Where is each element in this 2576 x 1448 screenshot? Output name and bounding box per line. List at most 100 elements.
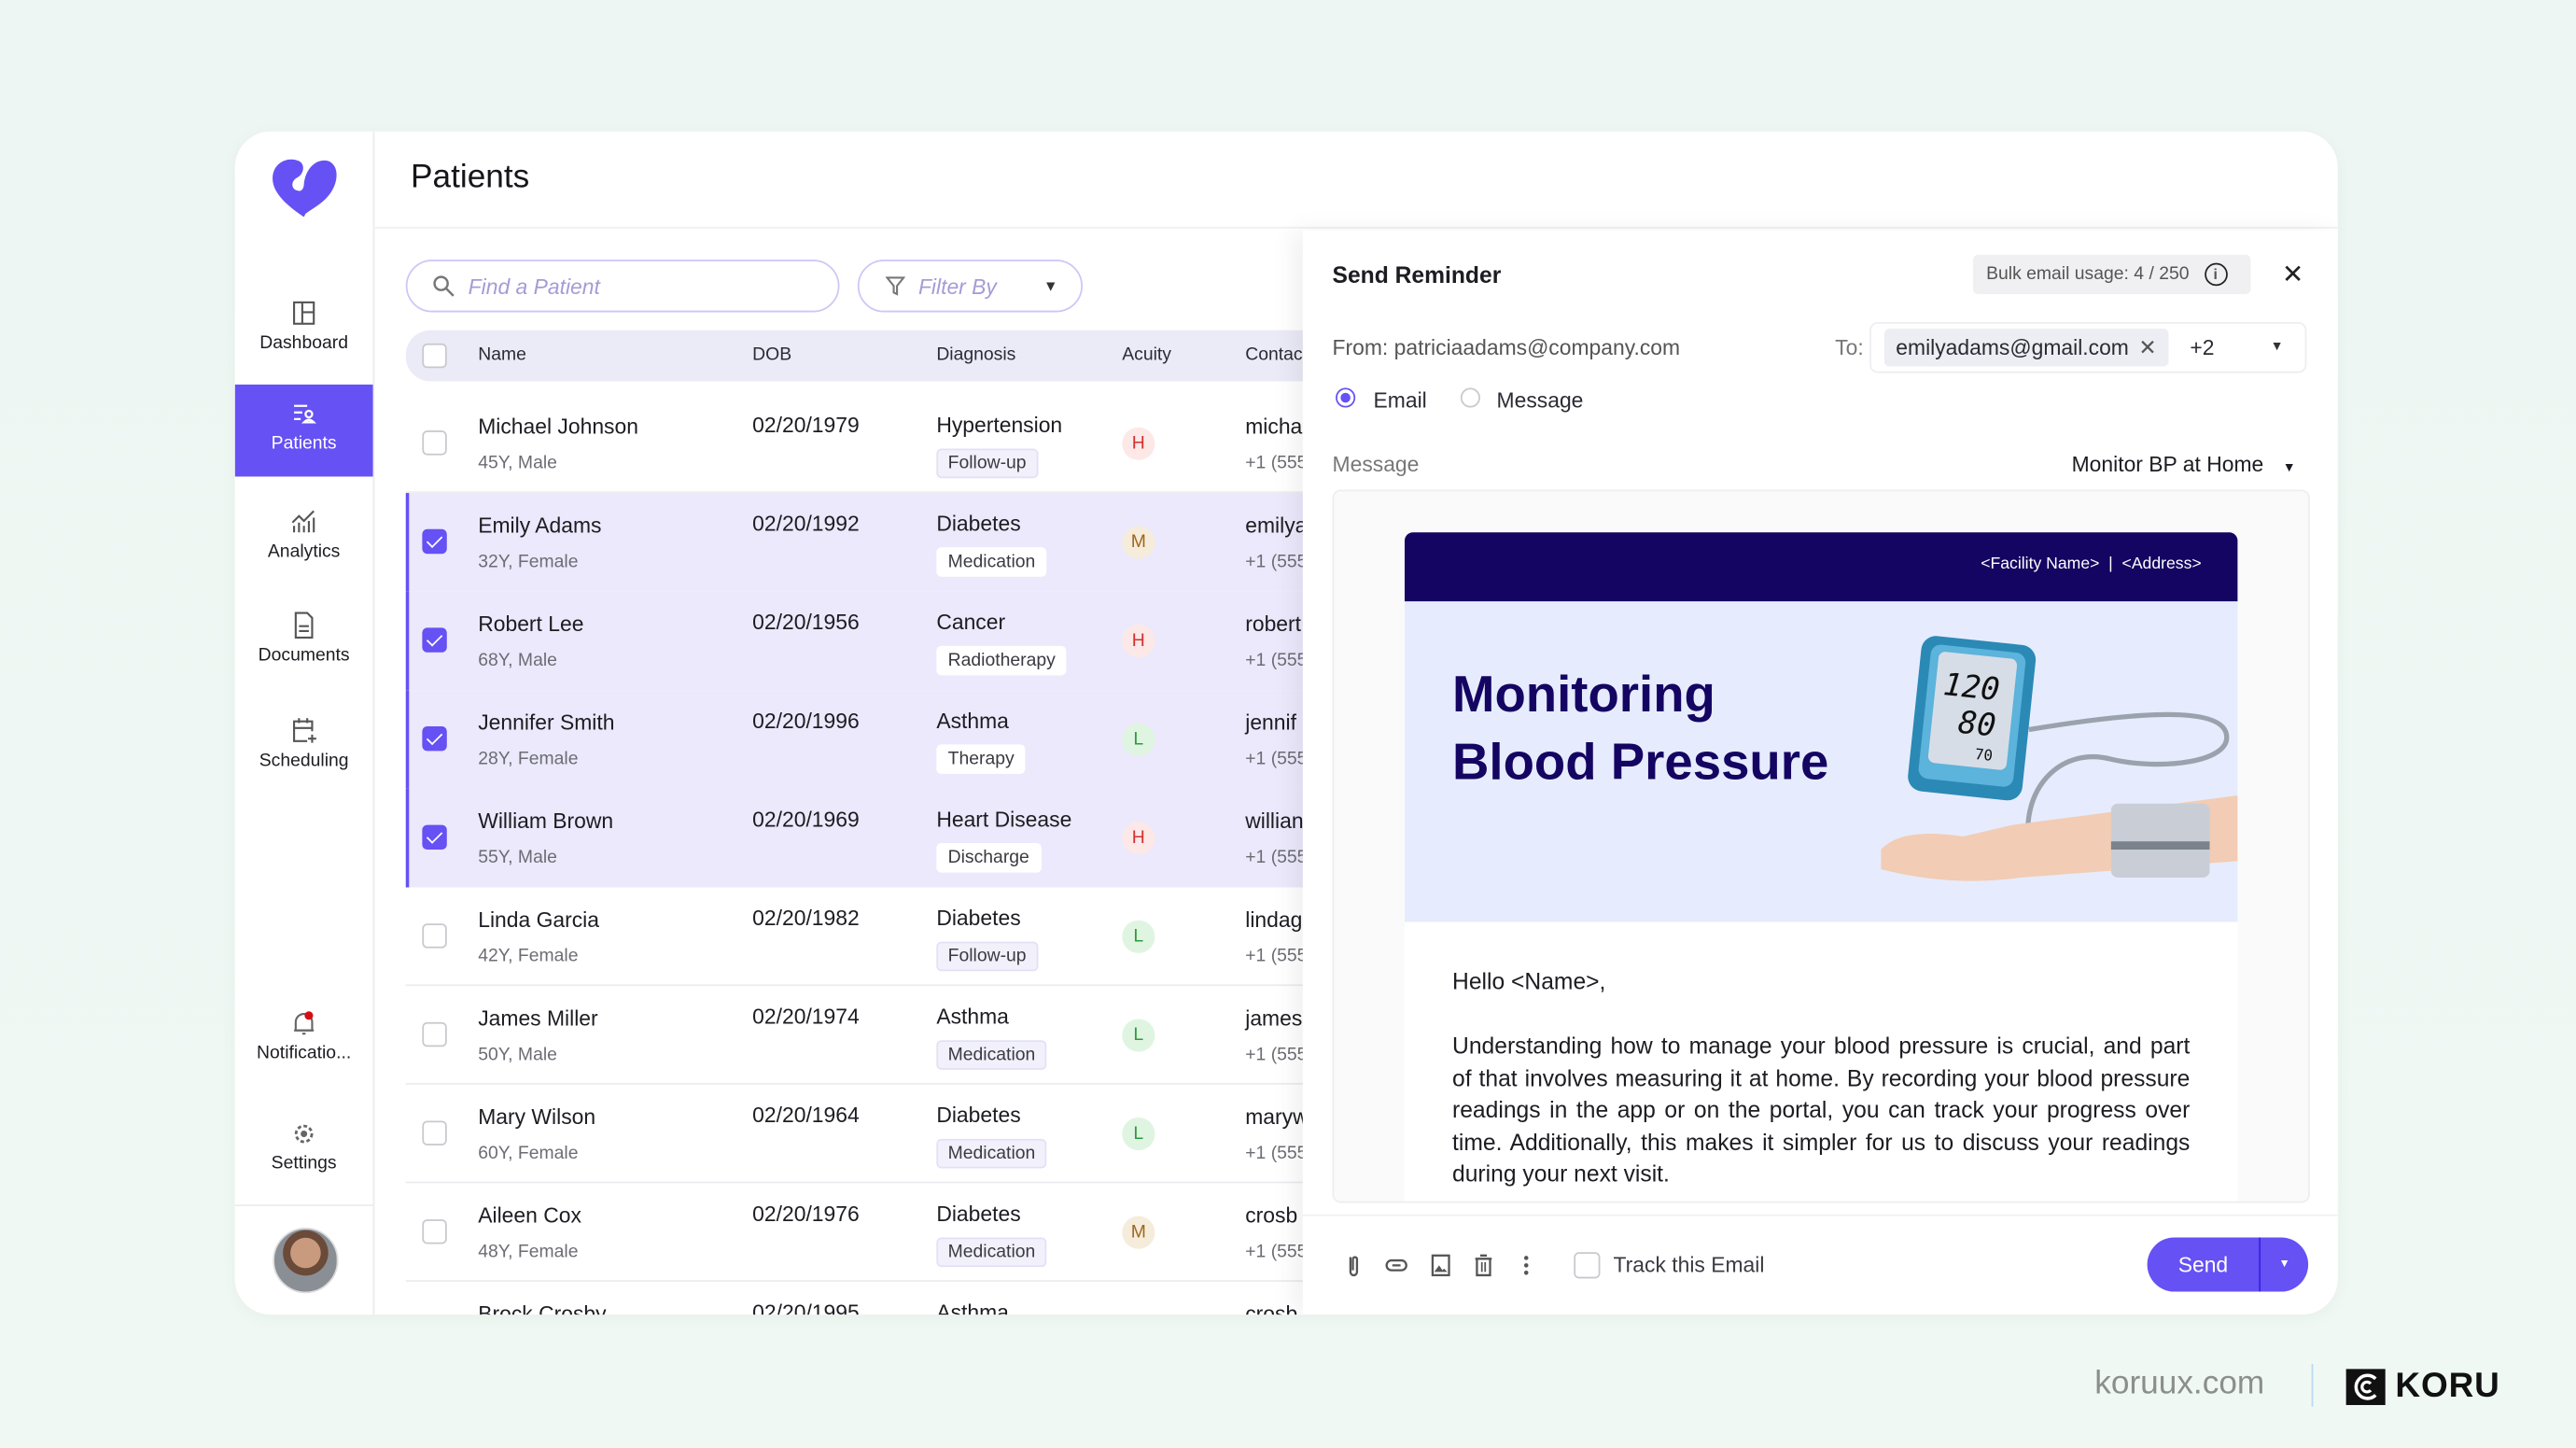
to-label: To: — [1835, 335, 1864, 360]
analytics-icon — [291, 510, 315, 533]
email-body-text: Understanding how to manage your blood p… — [1452, 1032, 2191, 1187]
row-checkbox[interactable] — [422, 1120, 447, 1146]
patient-name[interactable]: William Brown — [478, 808, 614, 834]
column-header-acuity[interactable]: Acuity — [1122, 344, 1171, 365]
close-icon[interactable]: ✕ — [2281, 260, 2304, 289]
acuity-badge: L — [1122, 1019, 1155, 1052]
row-checkbox[interactable] — [422, 430, 447, 456]
care-tag: Medication — [936, 1138, 1047, 1169]
patient-email: emilya — [1245, 513, 1308, 538]
sidebar-item-documents[interactable]: Documents — [235, 597, 373, 689]
row-checkbox[interactable] — [422, 1219, 447, 1244]
email-preview[interactable]: <Facility Name> | <Address> Monitoring B… — [1332, 489, 2310, 1203]
send-options-chevron-icon[interactable]: ▼ — [2278, 1258, 2290, 1271]
email-greeting: Hello <Name>, — [1452, 967, 1606, 994]
patient-dob: 02/20/1982 — [752, 905, 860, 931]
track-email-checkbox[interactable] — [1574, 1252, 1601, 1279]
patient-diagnosis: Cancer — [936, 610, 1006, 635]
monitor-systolic: 120 — [1941, 666, 2001, 708]
sidebar-item-analytics[interactable]: Analytics — [235, 493, 373, 585]
template-select[interactable]: Monitor BP at Home ▼ — [2072, 452, 2296, 476]
table-row[interactable]: Michael Johnson 45Y, Male 02/20/1979 Hypert… — [405, 394, 1326, 494]
table-row[interactable]: Linda Garcia 42Y, Female 02/20/1982 Diabete… — [405, 888, 1326, 987]
row-checkbox[interactable] — [422, 824, 447, 851]
patient-name[interactable]: Emily Adams — [478, 513, 602, 538]
patient-name[interactable]: Michael Johnson — [478, 414, 638, 439]
radio-email-label[interactable]: Email — [1373, 387, 1427, 413]
row-checkbox[interactable] — [422, 1021, 447, 1047]
email-hero: Monitoring Blood Pressure 120 — [1404, 601, 2238, 922]
remove-recipient-icon[interactable]: ✕ — [2138, 334, 2157, 359]
table-row[interactable]: Jennifer Smith 28Y, Female 02/20/1996 Asthm… — [405, 690, 1326, 789]
table-row[interactable]: William Brown 55Y, Male 02/20/1969 Heart Di… — [405, 788, 1326, 888]
care-tag: Therapy — [936, 744, 1027, 775]
acuity-badge: L — [1122, 1117, 1155, 1151]
patient-name[interactable]: Robert Lee — [478, 611, 584, 637]
send-button[interactable]: Send — [2177, 1252, 2229, 1277]
radio-message-label[interactable]: Message — [1496, 387, 1584, 413]
patient-name[interactable]: Linda Garcia — [478, 907, 599, 933]
patient-name[interactable]: Aileen Cox — [478, 1202, 581, 1228]
recipient-chip: emilyadams@gmail.com ✕ — [1883, 329, 2168, 367]
sidebar-item-scheduling[interactable]: Scheduling — [235, 702, 373, 794]
divider — [2311, 1363, 2314, 1407]
sidebar-item-dashboard[interactable]: Dashboard — [235, 285, 373, 377]
row-checkbox[interactable] — [422, 627, 447, 653]
scheduling-icon — [293, 718, 316, 743]
blood-pressure-monitor-illustration: 120 80 70 — [1881, 636, 2238, 881]
patient-email: james — [1245, 1005, 1303, 1031]
patient-name[interactable]: Mary Wilson — [478, 1104, 596, 1130]
headline-line-1: Monitoring — [1452, 665, 1715, 724]
column-header-contact[interactable]: Contac — [1245, 344, 1303, 365]
filter-dropdown[interactable]: Filter By ▼ — [857, 260, 1083, 313]
headline-line-2: Blood Pressure — [1452, 733, 1829, 791]
care-tag: Medication — [936, 1237, 1047, 1268]
column-header-name[interactable]: Name — [478, 344, 526, 365]
sidebar-item-patients[interactable]: Patients — [234, 384, 373, 477]
row-checkbox[interactable] — [422, 528, 447, 555]
chevron-down-icon[interactable]: ▼ — [2270, 338, 2284, 354]
column-header-diagnosis[interactable]: Diagnosis — [936, 344, 1016, 365]
patient-name[interactable]: Jennifer Smith — [478, 710, 615, 735]
attachment-icon[interactable] — [1340, 1252, 1366, 1278]
table-row[interactable]: Aileen Cox 48Y, Female 02/20/1976 Diabetes M… — [405, 1183, 1326, 1282]
track-email-label[interactable]: Track this Email — [1613, 1252, 1765, 1277]
patient-dob: 02/20/1964 — [752, 1103, 860, 1128]
table-row[interactable]: James Miller 50Y, Male 02/20/1974 Asthma Med… — [405, 986, 1326, 1085]
row-checkbox[interactable] — [422, 923, 447, 949]
patient-dob: 02/20/1992 — [752, 511, 860, 536]
patient-name[interactable]: Brock Crosby — [478, 1301, 607, 1315]
recipients-field[interactable]: emilyadams@gmail.com ✕ +2 ▼ — [1869, 322, 2307, 373]
sidebar: Dashboard Patients Analytics Documents S… — [234, 131, 375, 1315]
more-recipients-count[interactable]: +2 — [2190, 335, 2215, 360]
patient-phone: +1 (555 — [1245, 1242, 1308, 1262]
info-icon[interactable]: i — [2204, 262, 2228, 287]
chevron-down-icon: ▼ — [1043, 277, 1058, 295]
acuity-badge: H — [1122, 822, 1155, 855]
search-input[interactable]: Find a Patient — [405, 260, 840, 313]
patient-age-gender: 68Y, Male — [478, 651, 557, 671]
select-all-checkbox[interactable] — [422, 343, 447, 369]
link-icon[interactable] — [1383, 1252, 1409, 1278]
table-row[interactable]: Robert Lee 68Y, Male 02/20/1956 Cancer Radio… — [405, 591, 1326, 691]
more-options-icon[interactable] — [1513, 1252, 1539, 1278]
sidebar-item-notifications[interactable]: Notificatio... — [235, 994, 373, 1087]
sidebar-item-settings[interactable]: Settings — [235, 1104, 373, 1197]
avatar[interactable] — [273, 1227, 339, 1294]
radio-message[interactable] — [1460, 387, 1480, 408]
table-row[interactable]: Emily Adams 32Y, Female 02/20/1992 Diabetes… — [405, 493, 1326, 592]
trash-icon[interactable] — [1470, 1252, 1496, 1278]
koru-logo: KORU — [2345, 1367, 2500, 1406]
patient-diagnosis: Diabetes — [936, 905, 1021, 931]
radio-email[interactable] — [1336, 387, 1356, 408]
sidebar-item-label: Notificatio... — [257, 1043, 352, 1063]
send-reminder-panel: Send Reminder Bulk email usage: 4 / 250 … — [1302, 230, 2338, 1315]
patient-email: crosb — [1245, 1301, 1298, 1315]
patient-name[interactable]: James Miller — [478, 1005, 598, 1031]
row-checkbox[interactable] — [422, 726, 447, 752]
patient-diagnosis: Asthma — [936, 1004, 1009, 1029]
table-row[interactable]: Mary Wilson 60Y, Female 02/20/1964 Diabetes… — [405, 1085, 1326, 1184]
image-icon[interactable] — [1428, 1252, 1454, 1278]
column-header-dob[interactable]: DOB — [752, 344, 792, 365]
table-row[interactable]: Brock Crosby 02/20/1995 Asthma crosb — [406, 1282, 1326, 1314]
